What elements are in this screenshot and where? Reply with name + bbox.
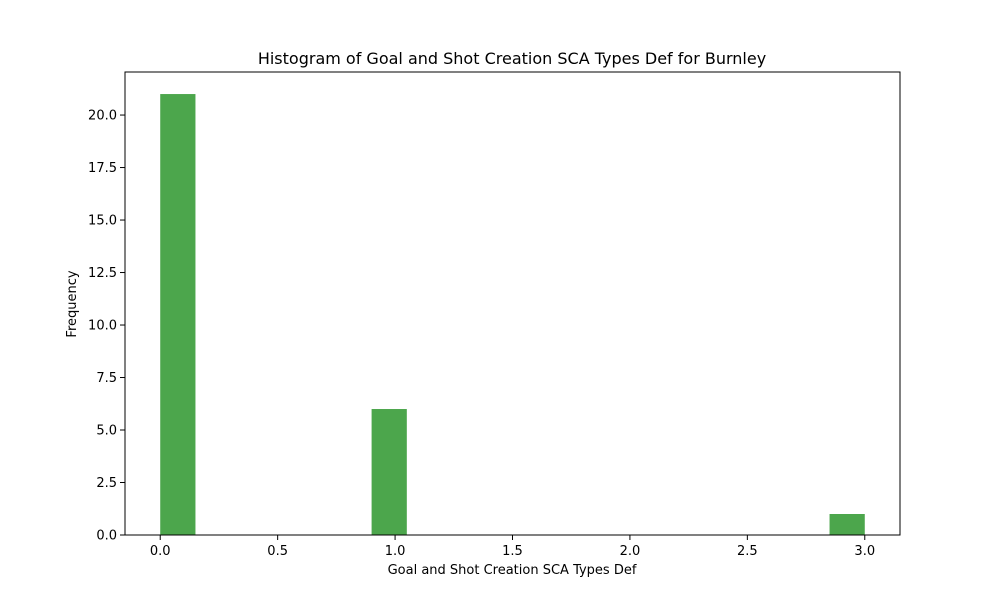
x-tick-label: 1.5 — [502, 544, 523, 559]
x-tick-label: 0.0 — [150, 544, 171, 559]
x-tick-label: 2.0 — [620, 544, 641, 559]
y-tick-label: 7.5 — [96, 371, 117, 386]
y-tick-label: 12.5 — [88, 266, 117, 281]
y-tick-label: 17.5 — [88, 161, 117, 176]
x-tick-label: 1.0 — [385, 544, 406, 559]
y-tick-label: 15.0 — [88, 214, 117, 229]
y-tick-label: 20.0 — [88, 109, 117, 124]
y-tick-label: 0.0 — [96, 529, 117, 544]
bars-group — [160, 94, 865, 536]
chart-title: Histogram of Goal and Shot Creation SCA … — [258, 49, 766, 68]
y-axis: 0.0 2.5 5.0 7.5 10.0 12.5 15.0 17.5 20.0 — [88, 109, 125, 544]
y-tick-label: 5.0 — [96, 424, 117, 439]
plot-frame — [124, 71, 901, 536]
histogram-bar-2 — [829, 514, 865, 535]
histogram-bar-1 — [371, 409, 407, 535]
x-axis-label: Goal and Shot Creation SCA Types Def — [388, 563, 637, 578]
y-tick-label: 10.0 — [88, 319, 117, 334]
histogram-bar-0 — [160, 94, 196, 536]
x-tick-label: 3.0 — [854, 544, 875, 559]
x-tick-label: 2.5 — [737, 544, 758, 559]
y-axis-label: Frequency — [65, 270, 80, 337]
x-tick-label: 0.5 — [267, 544, 288, 559]
x-axis: 0.0 0.5 1.0 1.5 2.0 2.5 3.0 — [150, 535, 875, 559]
y-tick-label: 2.5 — [96, 476, 117, 491]
